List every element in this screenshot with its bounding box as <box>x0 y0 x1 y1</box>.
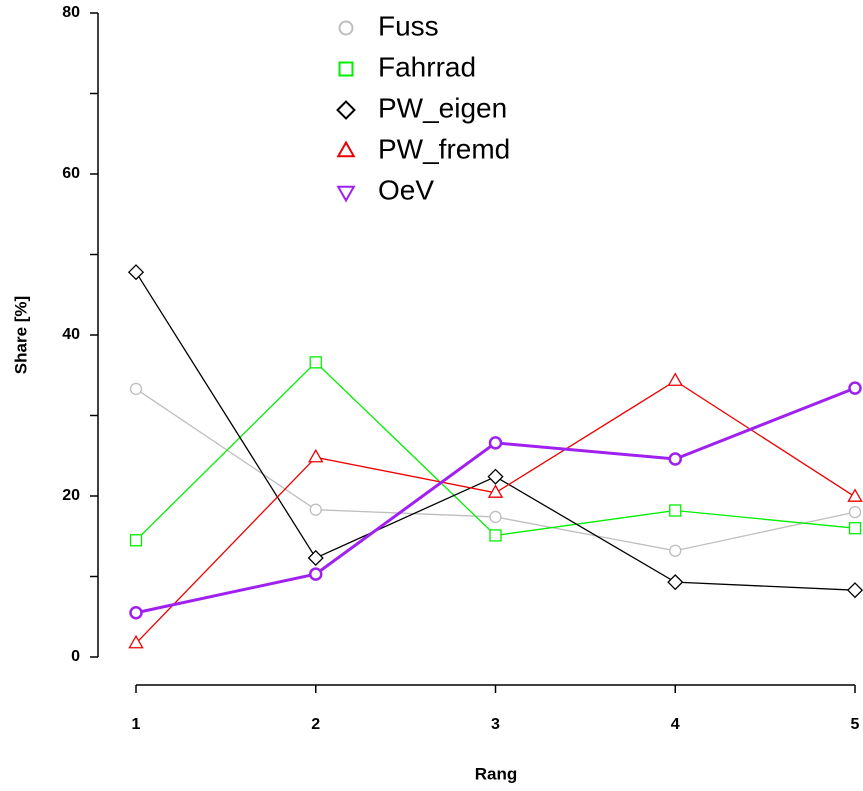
point <box>127 264 145 281</box>
point <box>846 582 863 599</box>
x-tick-label: 1 <box>132 716 141 733</box>
point <box>129 605 143 620</box>
y-tick-label: 60 <box>62 165 80 182</box>
point <box>487 468 504 485</box>
point <box>309 356 322 369</box>
point <box>309 567 323 581</box>
legend-label: OeV <box>378 174 434 205</box>
x-axis-label: Rang <box>475 764 518 783</box>
legend-marker <box>336 100 356 120</box>
point <box>308 448 324 463</box>
legend-marker <box>338 20 354 36</box>
x-tick-label: 3 <box>491 716 500 733</box>
point <box>129 382 143 396</box>
x-tick-label: 4 <box>671 716 680 733</box>
point <box>847 488 863 502</box>
point <box>667 372 683 386</box>
point <box>309 503 322 516</box>
x-tick-label: 2 <box>311 716 320 733</box>
series-line <box>135 386 856 615</box>
legend-marker <box>336 140 356 158</box>
y-tick-label: 20 <box>62 487 80 504</box>
y-tick-label: 40 <box>62 326 80 343</box>
point <box>667 574 684 591</box>
legend-label: PW_eigen <box>378 92 507 123</box>
point <box>669 504 682 517</box>
point <box>668 452 682 466</box>
point <box>848 381 862 395</box>
point <box>489 529 502 542</box>
point <box>128 634 144 649</box>
point <box>488 436 503 450</box>
legend-label: Fahrrad <box>378 51 476 82</box>
legend-label: PW_fremd <box>378 133 510 164</box>
x-tick-label: 5 <box>851 716 860 733</box>
y-tick-label: 80 <box>62 4 80 21</box>
point <box>669 544 682 557</box>
point <box>489 510 502 524</box>
point <box>848 522 862 535</box>
point <box>487 484 504 498</box>
point <box>848 505 862 519</box>
legend-marker <box>338 61 354 77</box>
legend-label: Fuss <box>378 10 439 41</box>
point <box>307 549 324 567</box>
legend-marker <box>336 185 356 203</box>
y-axis-label: Share [%] <box>11 296 30 374</box>
point <box>129 534 143 547</box>
y-tick-label: 0 <box>71 648 80 665</box>
